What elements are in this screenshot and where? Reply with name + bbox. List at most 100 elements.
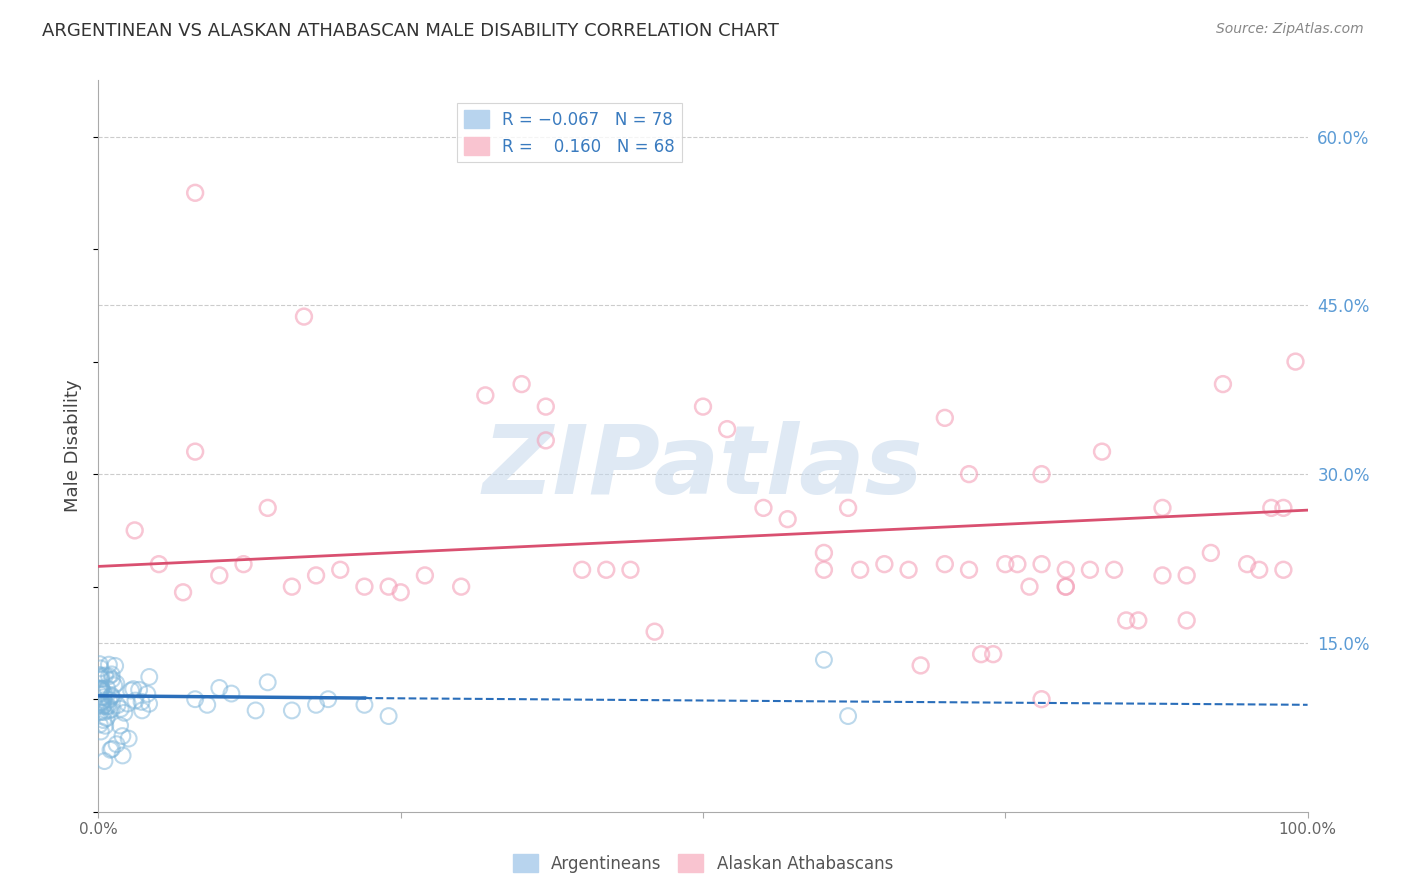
Point	[98, 669, 121, 683]
Point	[97, 657, 120, 672]
Point	[1054, 580, 1077, 594]
Point	[934, 410, 956, 425]
Point	[873, 557, 896, 571]
Point	[208, 681, 231, 695]
Point	[100, 689, 122, 703]
Point	[1249, 563, 1271, 577]
Point	[474, 388, 496, 402]
Point	[98, 692, 121, 706]
Point	[89, 687, 111, 701]
Point	[111, 729, 134, 743]
Point	[1054, 580, 1077, 594]
Point	[93, 687, 115, 701]
Point	[1199, 546, 1222, 560]
Point	[94, 668, 117, 682]
Point	[1175, 568, 1198, 582]
Point	[232, 557, 254, 571]
Point	[281, 703, 304, 717]
Point	[692, 400, 714, 414]
Text: ARGENTINEAN VS ALASKAN ATHABASCAN MALE DISABILITY CORRELATION CHART: ARGENTINEAN VS ALASKAN ATHABASCAN MALE D…	[42, 22, 779, 40]
Point	[245, 703, 267, 717]
Point	[184, 692, 207, 706]
Point	[377, 580, 399, 594]
Point	[93, 690, 115, 705]
Point	[89, 705, 111, 719]
Point	[534, 400, 557, 414]
Point	[101, 673, 124, 687]
Point	[837, 709, 859, 723]
Point	[90, 681, 112, 696]
Point	[104, 659, 127, 673]
Point	[100, 690, 122, 704]
Point	[1272, 500, 1295, 515]
Point	[93, 693, 115, 707]
Point	[124, 524, 146, 538]
Point	[752, 500, 775, 515]
Point	[90, 682, 112, 697]
Point	[353, 580, 375, 594]
Point	[1115, 614, 1137, 628]
Point	[105, 676, 128, 690]
Point	[90, 669, 112, 683]
Point	[97, 698, 120, 713]
Point	[101, 742, 124, 756]
Point	[89, 670, 111, 684]
Point	[910, 658, 932, 673]
Point	[89, 696, 111, 710]
Point	[292, 310, 315, 324]
Point	[93, 713, 115, 727]
Point	[813, 653, 835, 667]
Point	[970, 647, 993, 661]
Point	[389, 585, 412, 599]
Point	[110, 702, 132, 716]
Y-axis label: Male Disability: Male Disability	[65, 380, 83, 512]
Point	[1128, 614, 1150, 628]
Point	[1284, 354, 1306, 368]
Point	[184, 444, 207, 458]
Point	[1031, 467, 1053, 482]
Point	[100, 667, 122, 681]
Point	[90, 661, 112, 675]
Point	[1272, 563, 1295, 577]
Point	[112, 706, 135, 720]
Point	[90, 696, 112, 710]
Point	[450, 580, 472, 594]
Point	[316, 692, 339, 706]
Point	[107, 698, 129, 713]
Point	[934, 557, 956, 571]
Point	[93, 754, 115, 768]
Point	[96, 681, 118, 696]
Point	[111, 748, 134, 763]
Legend: Argentineans, Alaskan Athabascans: Argentineans, Alaskan Athabascans	[506, 847, 900, 880]
Point	[100, 743, 122, 757]
Point	[100, 702, 122, 716]
Point	[981, 647, 1004, 661]
Point	[619, 563, 641, 577]
Point	[281, 580, 304, 594]
Point	[108, 718, 131, 732]
Point	[89, 682, 111, 697]
Point	[957, 467, 980, 482]
Point	[91, 699, 114, 714]
Point	[120, 683, 142, 698]
Point	[1031, 692, 1053, 706]
Point	[776, 512, 799, 526]
Point	[96, 711, 118, 725]
Point	[136, 687, 159, 701]
Point	[93, 705, 115, 719]
Point	[1175, 614, 1198, 628]
Point	[221, 687, 243, 701]
Point	[510, 377, 533, 392]
Text: Source: ZipAtlas.com: Source: ZipAtlas.com	[1216, 22, 1364, 37]
Point	[1078, 563, 1101, 577]
Point	[1236, 557, 1258, 571]
Point	[131, 703, 153, 717]
Point	[534, 434, 557, 448]
Point	[1091, 444, 1114, 458]
Point	[105, 737, 128, 751]
Point	[716, 422, 738, 436]
Point	[208, 568, 231, 582]
Point	[172, 585, 194, 599]
Point	[89, 657, 111, 672]
Point	[813, 563, 835, 577]
